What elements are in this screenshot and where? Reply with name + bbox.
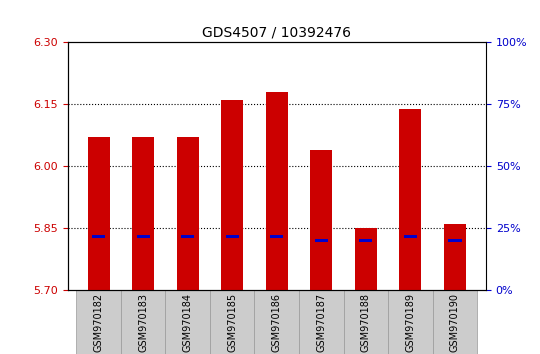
Bar <box>137 235 150 238</box>
Bar <box>270 235 284 238</box>
Bar <box>92 235 105 238</box>
Bar <box>448 239 462 242</box>
Bar <box>165 290 210 354</box>
Bar <box>226 235 239 238</box>
Bar <box>210 290 254 354</box>
Bar <box>343 290 388 354</box>
Title: GDS4507 / 10392476: GDS4507 / 10392476 <box>202 26 351 40</box>
Bar <box>403 235 417 238</box>
Bar <box>221 100 244 290</box>
Bar <box>177 137 199 290</box>
Bar <box>254 290 299 354</box>
Bar <box>433 290 477 354</box>
Bar <box>76 290 121 354</box>
Bar <box>310 150 333 290</box>
Bar <box>359 239 373 242</box>
Bar <box>266 92 288 290</box>
Bar <box>121 290 165 354</box>
Bar <box>388 290 433 354</box>
Bar <box>444 224 466 290</box>
Bar <box>299 290 343 354</box>
Bar <box>181 235 194 238</box>
Bar <box>355 228 377 290</box>
Bar <box>87 137 110 290</box>
Bar <box>315 239 328 242</box>
Bar <box>132 137 154 290</box>
Bar <box>399 109 421 290</box>
